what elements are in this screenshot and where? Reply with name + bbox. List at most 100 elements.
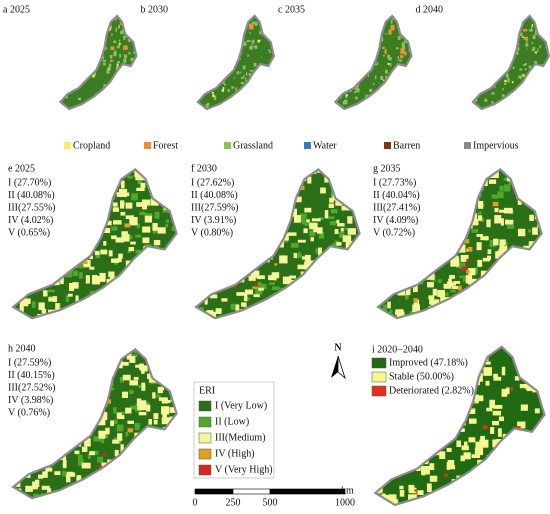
map-patch [260, 111, 263, 114]
map-patch [72, 270, 78, 277]
panel-label: b 2030 [141, 4, 169, 15]
map-patch [41, 485, 50, 490]
map-patch [129, 78, 132, 82]
map-patch [413, 298, 418, 303]
map-patch [529, 214, 534, 221]
map-patch [334, 229, 339, 235]
map-patch [474, 267, 478, 275]
map-patch [292, 293, 297, 298]
map-patch [431, 317, 435, 319]
map-patch [308, 275, 318, 280]
map-patch [392, 270, 396, 275]
map-patch [474, 98, 478, 102]
map-patch [234, 268, 239, 274]
legend-swatch [371, 357, 387, 369]
map-patch [19, 261, 28, 265]
map-patch [306, 260, 314, 265]
map-patch [524, 83, 528, 86]
map-patch [69, 181, 74, 185]
map-patch [38, 302, 45, 311]
map-patch [497, 467, 503, 475]
legend-label: Cropland [73, 140, 110, 151]
map-patch [116, 102, 120, 105]
map-patch [79, 219, 85, 225]
map-patch [197, 34, 200, 40]
map-patch [167, 189, 176, 195]
map-patch [65, 75, 68, 79]
map-patch [539, 459, 545, 465]
map-patch [405, 461, 410, 463]
map-patch [98, 465, 103, 470]
map-patch [472, 315, 478, 319]
map-patch [446, 313, 450, 318]
map-patch [486, 407, 493, 412]
map-patch [343, 19, 347, 24]
map-patch [271, 233, 276, 240]
map-patch [346, 54, 349, 57]
map-patch [495, 477, 505, 484]
map-patch [377, 82, 379, 84]
map-patch [145, 499, 148, 504]
map-patch [372, 20, 374, 22]
map-patch [502, 270, 512, 278]
map-patch [514, 460, 521, 469]
map-patch [493, 105, 495, 107]
map-patch [223, 50, 228, 54]
map-patch [70, 487, 79, 497]
map-patch [133, 98, 137, 102]
map-patch [116, 424, 124, 432]
map-patch [523, 36, 529, 40]
map-patch [69, 372, 78, 377]
map-patch [89, 30, 93, 33]
map-patch [387, 54, 391, 59]
map-patch [25, 485, 33, 492]
map-patch [232, 22, 234, 25]
map-patch [388, 57, 392, 61]
map-patch [85, 52, 89, 56]
map-patch [93, 406, 100, 413]
map-patch [333, 29, 334, 31]
map-patch [140, 182, 146, 188]
map-patch [38, 271, 48, 277]
map-patch [539, 209, 542, 215]
map-patch [387, 63, 390, 65]
map-patch [457, 285, 462, 291]
map-patch [287, 290, 292, 293]
map-patch [13, 281, 16, 290]
map-patch [459, 503, 468, 505]
map-patch [350, 38, 353, 42]
map-patch [352, 180, 360, 186]
map-patch [405, 454, 413, 464]
map-patch [127, 282, 133, 291]
map-patch [268, 49, 271, 52]
map-patch [173, 487, 177, 495]
map-patch [456, 399, 465, 407]
map-patch [117, 60, 121, 64]
map-patch [37, 172, 44, 177]
map-patch [488, 75, 490, 78]
map-patch [68, 80, 72, 83]
map-patch [124, 270, 129, 276]
map-patch [335, 44, 337, 48]
map-patch [263, 30, 267, 35]
map-patch [485, 491, 493, 499]
map-patch [41, 308, 47, 314]
map-patch [244, 105, 248, 109]
map-patch [262, 73, 265, 77]
map-patch [45, 317, 53, 319]
map-patch [179, 403, 186, 407]
map-patch [471, 454, 480, 458]
map-patch [113, 285, 120, 289]
map-patch [75, 216, 80, 224]
map-patch [374, 33, 378, 37]
map-patch [141, 494, 148, 499]
map-patch [401, 262, 405, 270]
map-patch [407, 414, 411, 423]
map-patch [249, 45, 253, 50]
map-patch [438, 308, 445, 314]
map-patch [492, 303, 499, 307]
map-patch [214, 108, 219, 109]
map-patch [135, 249, 141, 254]
map-patch [482, 361, 491, 365]
map-patch [202, 53, 204, 56]
